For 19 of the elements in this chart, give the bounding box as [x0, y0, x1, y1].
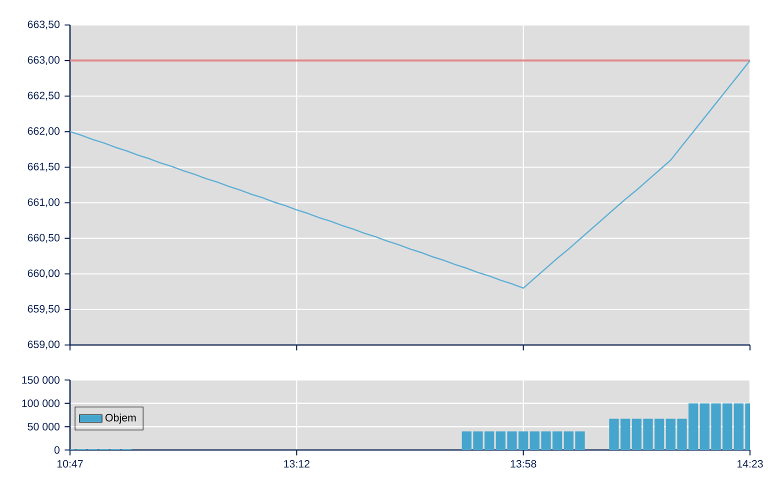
- y-tick-label: 150 000: [22, 376, 60, 384]
- x-tick-label: 14:23: [737, 460, 763, 468]
- legend-label: Objem: [106, 414, 136, 424]
- x-tick-label: 13:12: [284, 460, 310, 468]
- y-tick-label: 663,50: [28, 20, 60, 30]
- y-tick-label: 660,00: [28, 269, 60, 278]
- y-tick-label: 659,00: [28, 340, 60, 350]
- y-tick-label: 661,00: [28, 198, 60, 208]
- y-tick-label: 0: [54, 446, 60, 454]
- y-tick-label: 659,50: [28, 305, 60, 314]
- y-tick-label: 661,50: [28, 162, 60, 172]
- x-tick-label: 13:58: [510, 460, 536, 468]
- y-tick-label: 662,50: [28, 92, 60, 101]
- y-tick-label: 50 000: [28, 422, 60, 430]
- y-tick-label: 663,00: [28, 56, 60, 65]
- y-tick-label: 662,00: [28, 127, 60, 136]
- y-tick-label: 660,50: [28, 234, 60, 243]
- x-tick-label: 10:47: [57, 460, 83, 468]
- y-tick-label: 100 000: [22, 400, 60, 408]
